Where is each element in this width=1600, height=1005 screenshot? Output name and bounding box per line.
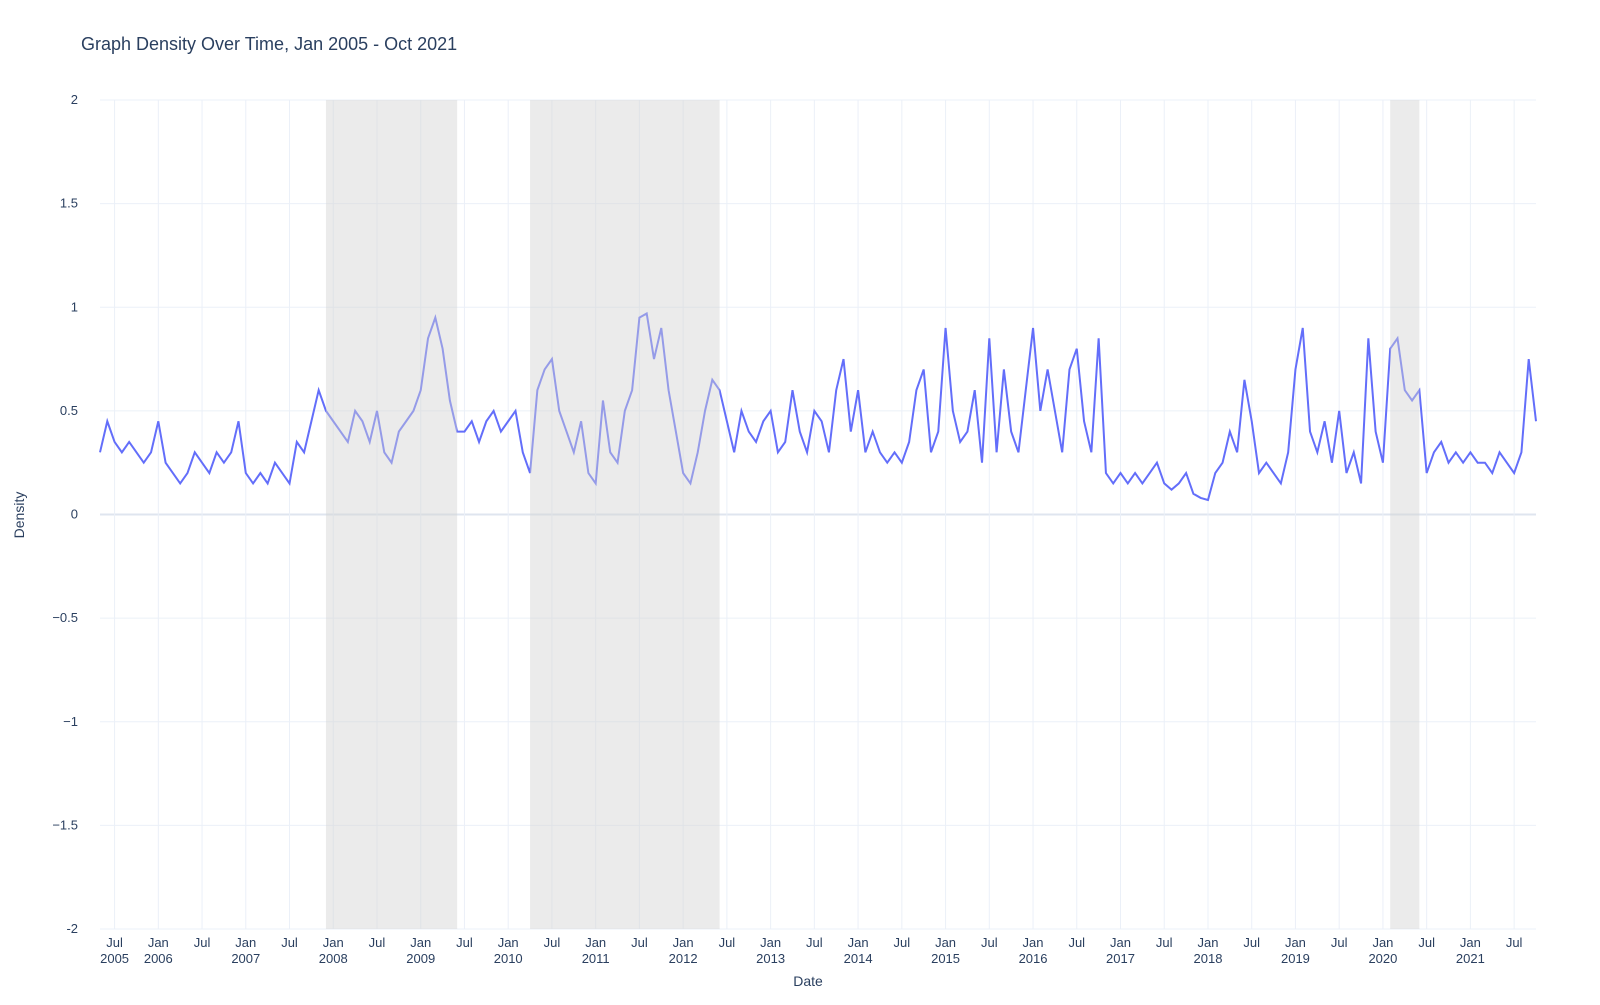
- x-tick-label: Jan: [935, 935, 956, 950]
- y-tick-label: -2: [66, 921, 78, 936]
- x-tick-year: 2011: [582, 951, 610, 966]
- x-tick-year: 2008: [319, 951, 348, 966]
- x-tick-label: Jul: [1156, 935, 1173, 950]
- x-tick-year: 2020: [1368, 951, 1397, 966]
- x-tick-label: Jul: [981, 935, 998, 950]
- x-tick-label: Jul: [1331, 935, 1348, 950]
- x-tick-label: Jul: [106, 935, 123, 950]
- x-tick-label: Jan: [1197, 935, 1218, 950]
- x-tick-year: 2021: [1456, 951, 1485, 966]
- x-tick-label: Jul: [1068, 935, 1085, 950]
- chart-title: Graph Density Over Time, Jan 2005 - Oct …: [81, 34, 457, 54]
- y-tick-label: −1: [63, 714, 78, 729]
- shaded-range: [1390, 100, 1420, 929]
- x-tick-label: Jul: [1418, 935, 1435, 950]
- x-tick-label: Jan: [760, 935, 781, 950]
- x-tick-label: Jan: [1372, 935, 1393, 950]
- x-tick-year: 2017: [1106, 951, 1135, 966]
- x-tick-label: Jan: [673, 935, 694, 950]
- x-tick-label: Jan: [410, 935, 431, 950]
- x-tick-label: Jul: [806, 935, 823, 950]
- x-tick-label: Jan: [498, 935, 519, 950]
- x-tick-year: 2015: [931, 951, 960, 966]
- x-tick-year: 2014: [844, 951, 873, 966]
- x-tick-label: Jul: [544, 935, 561, 950]
- y-tick-label: 2: [71, 92, 78, 107]
- x-tick-year: 2006: [144, 951, 173, 966]
- y-tick-label: 1.5: [60, 196, 78, 211]
- x-tick-label: Jul: [456, 935, 473, 950]
- x-tick-year: 2013: [756, 951, 785, 966]
- x-tick-label: Jan: [585, 935, 606, 950]
- x-tick-label: Jul: [369, 935, 386, 950]
- x-tick-year: 2016: [1019, 951, 1048, 966]
- x-axis-label: Date: [793, 973, 823, 989]
- y-tick-label: −1.5: [52, 817, 78, 832]
- x-tick-year: 2005: [100, 951, 129, 966]
- x-tick-year: 2012: [669, 951, 698, 966]
- x-tick-label: Jan: [1285, 935, 1306, 950]
- x-tick-year: 2019: [1281, 951, 1310, 966]
- x-tick-label: Jan: [323, 935, 344, 950]
- x-tick-label: Jan: [1460, 935, 1481, 950]
- x-tick-label: Jul: [894, 935, 911, 950]
- y-tick-label: −0.5: [52, 610, 78, 625]
- x-tick-label: Jul: [194, 935, 211, 950]
- x-tick-label: Jul: [281, 935, 298, 950]
- x-tick-label: Jul: [631, 935, 648, 950]
- x-tick-year: 2007: [231, 951, 260, 966]
- shaded-range: [530, 100, 720, 929]
- shaded-range: [325, 100, 458, 929]
- x-tick-year: 2010: [494, 951, 523, 966]
- y-axis-label: Density: [11, 492, 27, 539]
- x-tick-year: 2018: [1194, 951, 1223, 966]
- x-tick-year: 2009: [406, 951, 435, 966]
- x-tick-label: Jan: [848, 935, 869, 950]
- x-tick-label: Jan: [148, 935, 169, 950]
- y-tick-label: 0.5: [60, 403, 78, 418]
- x-tick-label: Jan: [235, 935, 256, 950]
- data-line: [99, 311, 1537, 502]
- y-tick-label: 1: [71, 299, 78, 314]
- x-tick-label: Jul: [1506, 935, 1523, 950]
- x-tick-label: Jul: [1243, 935, 1260, 950]
- y-tick-label: 0: [71, 507, 78, 522]
- x-tick-label: Jan: [1110, 935, 1131, 950]
- x-tick-label: Jul: [719, 935, 736, 950]
- x-tick-label: Jan: [1023, 935, 1044, 950]
